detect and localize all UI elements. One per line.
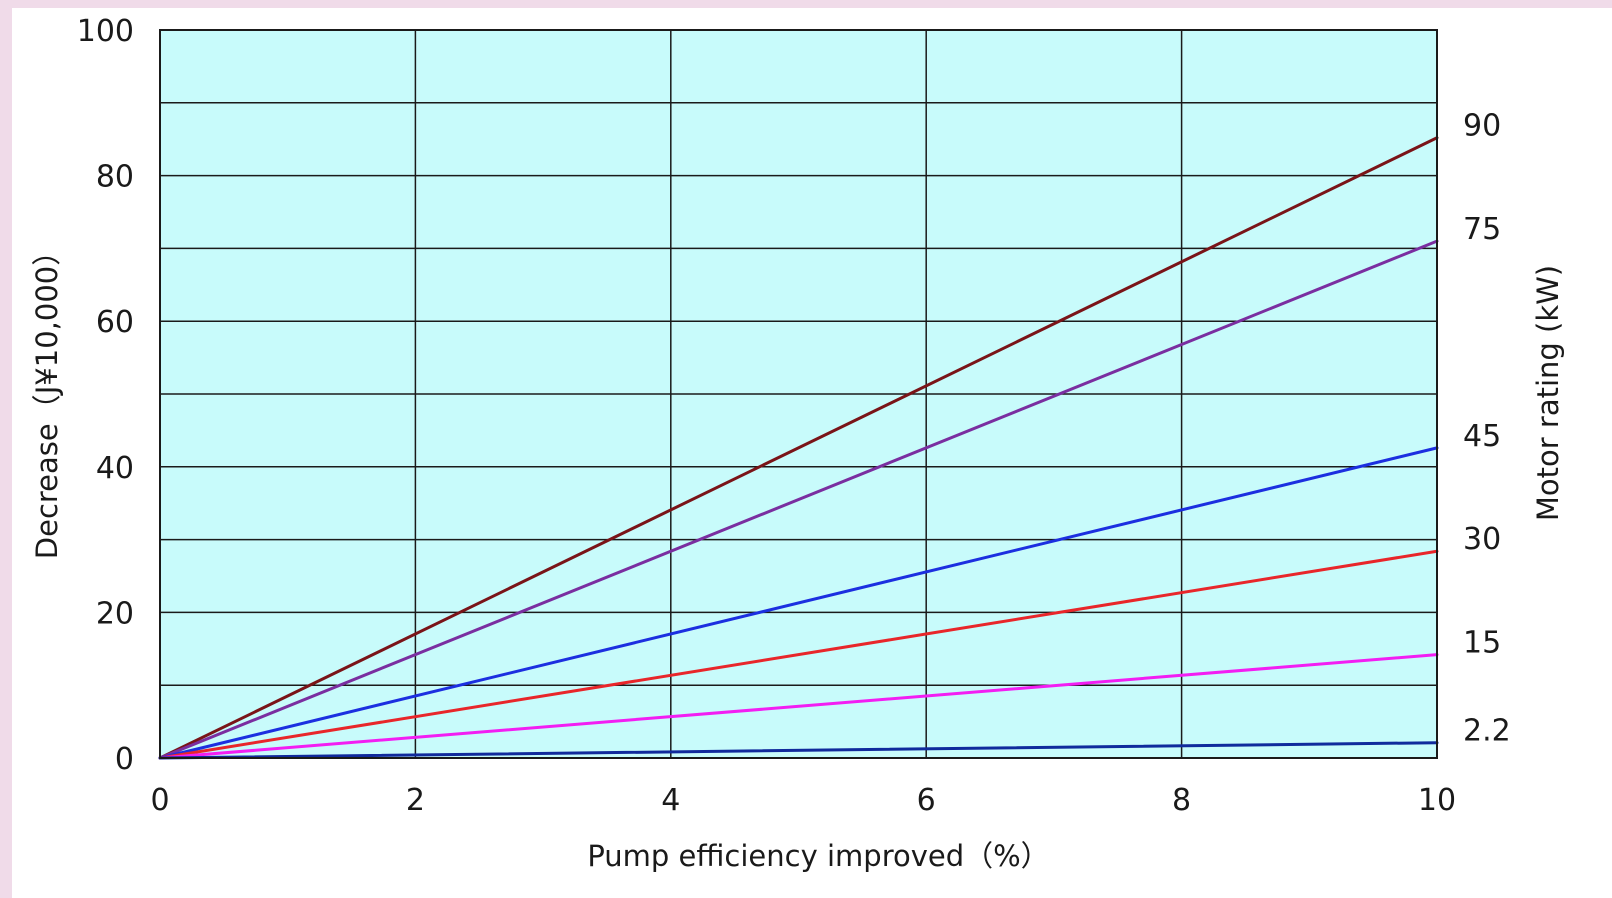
grid-lines — [159, 29, 1438, 759]
y-tick-label: 100 — [77, 14, 134, 49]
plot-frame — [159, 29, 1438, 759]
y-tick-label: 20 — [96, 596, 134, 631]
x-tick-label: 6 — [917, 783, 936, 818]
series-line-30 — [158, 549, 1439, 760]
y-tick-labels: 0 20 40 60 80 100 — [77, 14, 134, 777]
series-labels: 90 75 45 30 15 2.2 — [1463, 109, 1511, 749]
x-tick-label: 2 — [406, 783, 425, 818]
series-line-2-2 — [158, 741, 1439, 760]
x-tick-labels: 0 2 4 6 8 10 — [150, 783, 1456, 818]
line-chart: 0 2 4 6 8 10 0 20 40 60 80 100 90 75 45 30 15 2.2 Pump … — [30, 14, 1565, 873]
y-tick-label: 60 — [96, 305, 134, 340]
series-line-90 — [158, 136, 1439, 760]
x-axis-title: Pump efficiency improved（%） — [587, 839, 1049, 873]
x-tick-label: 0 — [150, 783, 169, 818]
y-tick-label: 80 — [96, 160, 134, 195]
x-tick-label: 4 — [661, 783, 680, 818]
y-tick-label: 0 — [115, 742, 134, 777]
series-label-15: 15 — [1463, 626, 1501, 661]
secondary-axis-title: Motor rating (kW) — [1531, 265, 1565, 521]
x-tick-label: 8 — [1172, 783, 1191, 818]
series-line-45 — [158, 446, 1439, 760]
series-label-2-2: 2.2 — [1463, 714, 1511, 749]
series-label-45: 45 — [1463, 419, 1501, 454]
x-tick-label: 10 — [1418, 783, 1456, 818]
series-label-75: 75 — [1463, 212, 1501, 247]
series-line-15 — [158, 653, 1439, 760]
y-tick-label: 40 — [96, 451, 134, 486]
series-label-90: 90 — [1463, 109, 1501, 144]
y-axis-title: Decrease（J¥10,000） — [30, 237, 64, 559]
chart-container: 0 2 4 6 8 10 0 20 40 60 80 100 90 75 45 30 15 2.2 Pump … — [12, 8, 1612, 898]
series-line-75 — [158, 239, 1439, 760]
series-lines — [158, 136, 1439, 760]
series-label-30: 30 — [1463, 522, 1501, 557]
